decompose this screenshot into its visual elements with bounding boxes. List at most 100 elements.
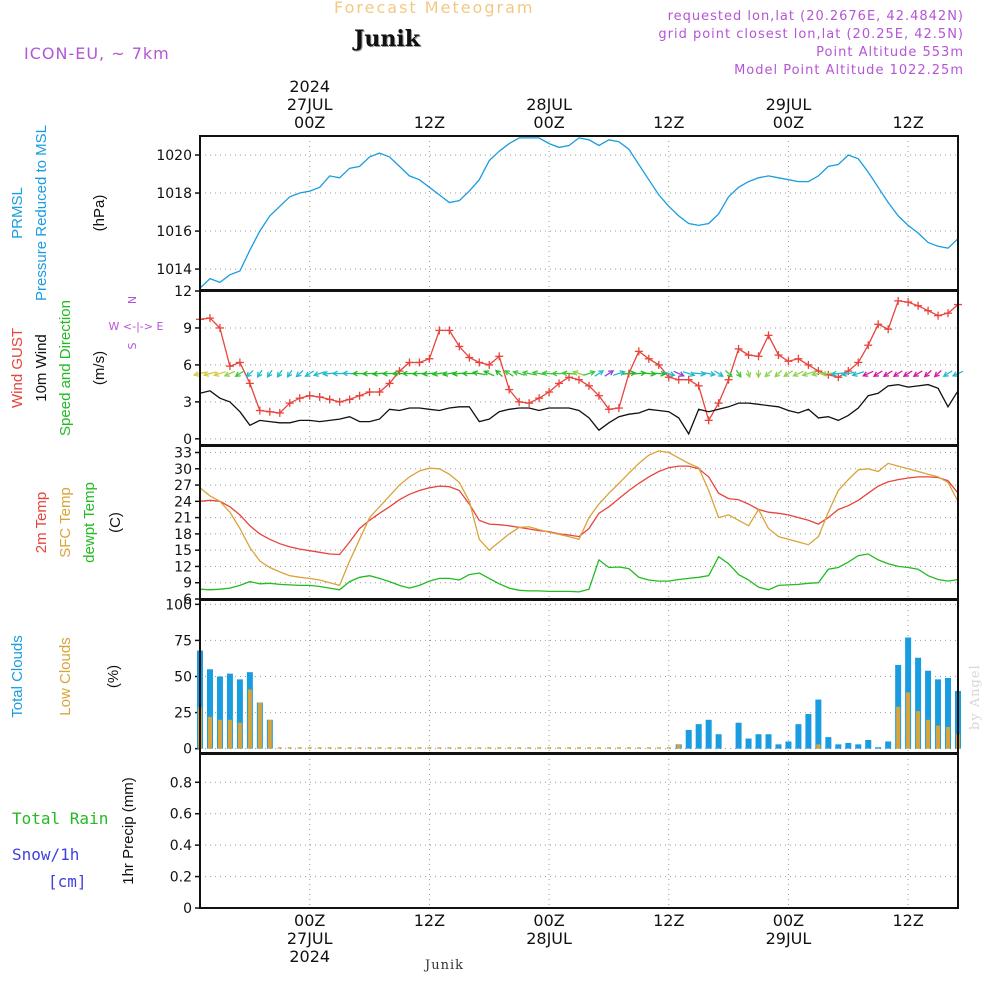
time-label-top: 29JUL [766,95,812,114]
series-line-2m-temp [199,465,959,556]
bar-total-clouds [206,669,213,749]
bar-low-clouds [926,719,931,749]
bar-low-clouds [596,747,601,749]
y-tick-label: 0 [183,742,192,758]
side-label: [cm] [48,872,87,891]
bar-total-clouds [236,679,243,749]
bar-low-clouds [347,747,352,749]
y-tick-label: 3 [183,395,192,411]
y-tick-label: 1014 [156,262,192,278]
wind-direction-arrowhead [441,371,449,377]
bar-low-clouds [207,716,212,749]
wind-direction-arrowhead [371,370,378,377]
bar-low-clouds [626,747,631,749]
y-axis-label: 10m Wind [33,334,50,402]
y-tick-label: 0 [183,432,192,448]
wind-direction-arrowhead [431,370,439,377]
wind-direction-arrowhead [830,370,837,377]
wind-direction-arrow [913,370,923,377]
bar-low-clouds [447,747,452,749]
wind-direction-arrow [296,370,304,378]
wind-direction-arrow [573,371,585,376]
y-tick-label: 21 [174,511,192,527]
series-line-dewpt-temp [199,553,959,593]
bar-low-clouds [317,747,322,749]
wind-direction-arrow [764,370,773,378]
wind-direction-arrowhead [717,371,724,377]
wind-direction-arrow [862,370,874,377]
wind-direction-arrow [662,371,675,376]
wind-direction-arrow [532,371,546,376]
time-label-bottom: 2024 [289,947,330,966]
wind-direction-arrowhead [745,371,752,379]
wind-direction-arrow [235,370,245,377]
meteogram-title: Forecast Meteogram [334,0,535,17]
bar-low-clouds [616,747,621,749]
wind-direction-arrow [774,370,783,378]
wind-direction-arrowhead [792,371,799,377]
wind-direction-arrow [724,370,733,378]
wind-direction-arrowhead [660,370,667,377]
y-axis-label: Low Clouds [57,637,74,715]
wind-direction-arrowhead [192,371,200,377]
time-label-bottom: 00Z [773,911,804,930]
bar-low-clouds [577,747,581,749]
wind-direction-arrowhead [726,371,733,378]
y-tick-label: 0.8 [170,775,192,791]
wind-direction-arrow [432,371,446,376]
time-label-top: 27JUL [287,95,333,114]
wind-direction-arrowhead [892,371,900,377]
bar-low-clouds [517,747,522,749]
wind-direction-arrowhead [755,372,762,379]
wind-direction-arrowhead [286,371,293,378]
wind-direction-arrow [522,371,536,376]
wind-direction-arrowhead [411,370,418,377]
time-label-top: 28JUL [526,95,572,114]
wind-direction-arrow [812,371,825,376]
wind-direction-arrow [852,371,865,376]
bar-total-clouds [875,747,882,749]
bar-total-clouds [865,740,872,749]
bar-low-clouds [267,719,272,749]
bar-low-clouds [666,747,671,749]
panel-frame-temp [199,445,959,600]
y-tick-label: 75 [174,633,192,649]
y-tick-label: 1016 [156,224,192,240]
wind-direction-arrow [934,370,942,378]
bar-low-clouds [636,747,641,749]
wind-direction-arrowhead [912,371,919,377]
grid-point-location: grid point closest lon,lat (20.25E, 42.5… [658,27,964,42]
requested-location: requested lon,lat (20.2676E, 42.4842N) [667,9,964,24]
bar-low-clouds [307,747,312,749]
bar-total-clouds [935,679,942,749]
model-label: ICON-EU, ~ 7km [24,44,170,63]
y-tick-label: 0.2 [170,870,192,886]
wind-direction-arrow [483,370,495,377]
wind-direction-arrowhead [312,371,320,377]
wind-direction-arrowhead [598,370,605,376]
wind-direction-arrow [673,370,684,377]
wind-direction-arrow [224,370,236,377]
compass-south: S [126,342,139,349]
wind-direction-arrowhead [669,371,676,377]
bar-total-clouds [805,714,812,749]
side-label: Snow/1h [12,845,79,864]
wind-direction-arrow [495,370,503,378]
time-label-bottom: 27JUL [287,929,333,948]
wind-direction-arrowhead [736,371,742,378]
bar-total-clouds [885,741,892,749]
station-name: Junik [354,26,420,52]
wind-direction-arrow [246,370,254,378]
wind-direction-arrow [873,370,883,377]
wind-direction-arrowhead [689,371,696,377]
bottom-station-name: Junik [425,958,464,973]
bar-low-clouds [407,747,412,749]
time-label-bottom: 29JUL [766,929,812,948]
time-label-bottom: 12Z [892,911,923,930]
wind-direction-arrowhead [331,370,338,377]
panel-frame-precip [199,753,959,909]
wind-direction-arrowhead [851,371,858,377]
wind-direction-arrow [203,371,217,376]
series-line-sfc-temp [199,450,959,587]
bar-total-clouds [715,734,722,749]
